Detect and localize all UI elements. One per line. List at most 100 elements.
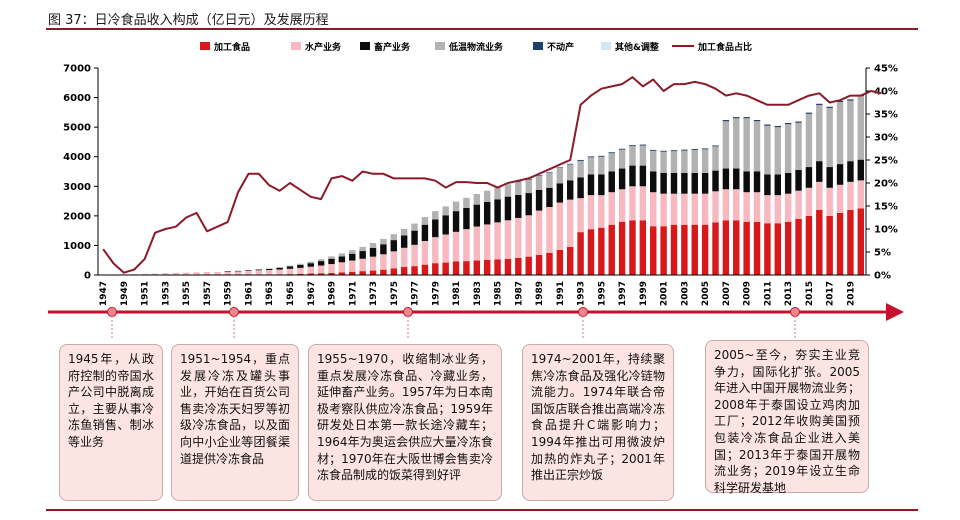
bar-segment [421,224,429,241]
left-tick-label: 5000 [63,123,91,134]
legend-label: 水产业务 [305,41,342,53]
x-tick-label: 1983 [473,281,483,306]
x-tick-label: 1965 [286,281,296,306]
bar-segment [546,172,553,188]
bar-segment [276,267,283,270]
bar-segment [670,172,678,194]
bar-segment [629,165,636,187]
bar-segment [629,186,636,221]
bar-segment [670,193,678,225]
x-tick-label: 1953 [161,281,171,306]
x-tick-label: 1959 [224,281,234,306]
bar-segment [369,243,377,248]
bar-segment [816,103,823,105]
bar-segment [400,247,408,268]
bar-segment [743,221,750,275]
bar-segment [784,172,792,194]
timeline-marker [403,307,413,317]
bar-segment [691,149,698,173]
bar-segment [670,150,678,152]
bar-segment [598,195,605,228]
bar-segment [432,237,439,264]
bar-segment [494,187,501,200]
bar-segment [774,195,782,224]
left-tick-label: 6000 [63,93,91,104]
bar-segment [681,150,688,173]
bar-segment [733,220,740,275]
line-series [102,76,882,274]
bar-segment [847,181,854,210]
bar-segment [556,202,564,250]
x-tick-label: 2007 [722,281,732,306]
bar-segment [691,149,698,150]
timeline-marker [578,307,588,317]
bar-segment [525,179,532,194]
right-tick-label: 20% [874,179,898,190]
bar-segment [722,189,730,221]
callout-2005-now: 2005~至今，夯实主业竞争力，国际化扩张。2005年进入中国开展物流业务；20… [705,340,869,495]
bar-segment [349,253,356,261]
bar-segment [525,256,532,275]
timeline-marker [107,307,117,317]
bar-segment [566,199,574,247]
bar-segment [483,259,491,275]
callout-1974-2001: 1974~2001年，持续聚焦冷冻食品及强化冷链物流能力。1974年联合帝国饭店… [522,344,674,501]
bar-segment [639,165,647,187]
x-tick-label: 2001 [660,281,670,306]
bar-segment [214,271,221,275]
bar-segment [359,271,366,275]
bar-segment [297,264,304,268]
bar-segment [463,197,470,208]
bar-segment [836,102,844,165]
bar-segment [463,207,470,230]
bar-segment [660,193,667,227]
bar-segment [535,175,543,190]
bar-segment [515,181,522,183]
bar-segment [712,145,719,147]
bar-segment [857,180,865,209]
bar-segment [618,149,626,169]
bar-segment [515,194,522,218]
bar-segment [847,161,854,182]
bar-segment [836,184,844,213]
bar-segment [566,180,574,200]
x-tick-label: 2015 [805,281,815,306]
bar-segment [639,186,647,221]
x-tick-label: 1989 [535,281,545,306]
bar-segment [826,107,833,168]
bar-segment [587,156,595,158]
bar-segment [784,123,792,125]
bar-segment [442,215,449,235]
bar-segment [722,121,730,169]
bar-segment [297,273,304,275]
right-y-axis: 0% 5% 10% 15% 20% 25% 30% 35% 40% 45% [865,64,898,282]
bar-segment [245,270,252,271]
bar-segment [670,224,678,275]
x-tick-label: 1971 [348,281,358,306]
bar-segment [691,224,698,275]
bar-segment [608,171,615,193]
bar-segment [681,224,688,275]
bar-segment [774,125,782,128]
bar-segment [463,229,470,262]
bar-segment [733,117,740,119]
bar-segment [681,172,688,194]
x-tick-label: 2011 [763,281,773,306]
bar-segment [577,177,584,199]
bar-segment [660,151,667,173]
bar-segment [764,174,771,196]
bar-segment [566,164,574,181]
bar-segment [359,251,366,259]
title-rule [46,28,918,30]
bar-segment [805,187,813,216]
bar-segment [463,261,470,275]
bar-segment [328,258,335,265]
bar-segment [421,264,429,275]
legend-label: 不动产 [547,41,574,53]
x-tick-label: 2019 [846,281,856,306]
bar-segment [598,227,605,275]
bar-segment [805,215,813,275]
callout-1945: 1945年，从政府控制的帝国水产公司中脱离成立，主要从事冷冻鱼销售、制冰等业务 [59,344,163,501]
bar-segment [151,273,159,275]
